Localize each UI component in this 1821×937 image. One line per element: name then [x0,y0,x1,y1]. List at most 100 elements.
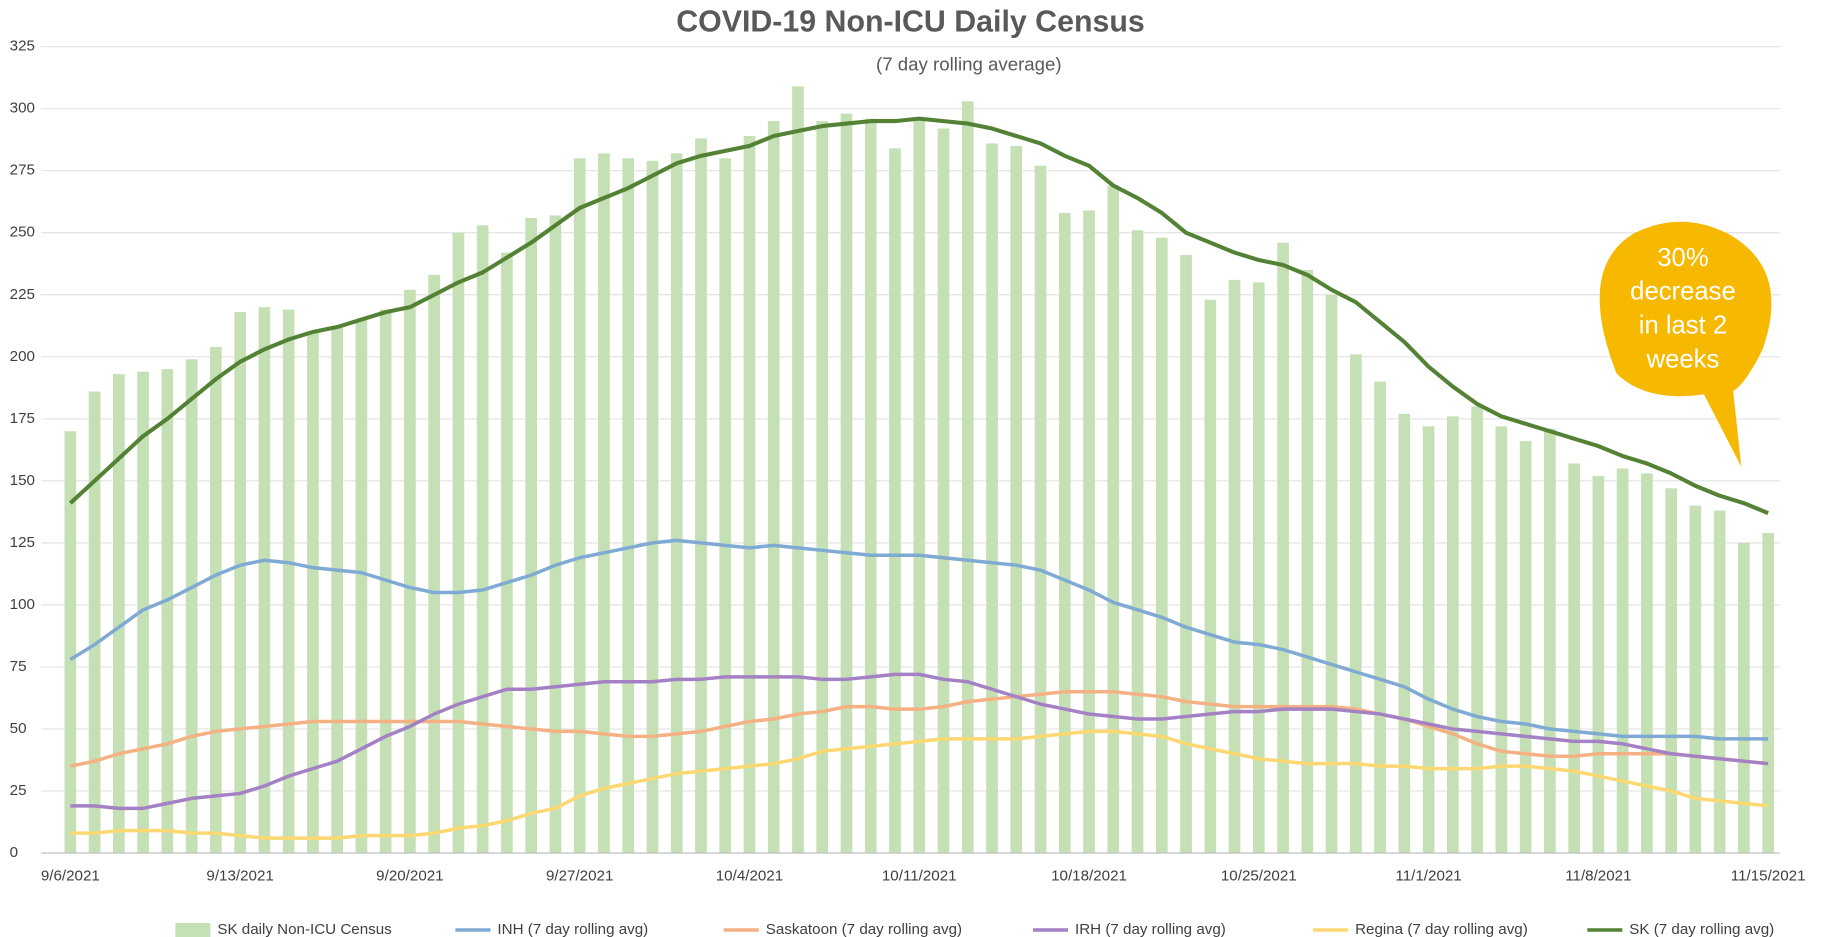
legend-label: IRH (7 day rolling avg) [1075,921,1226,937]
annotation: 30% [1657,244,1708,272]
bar [1495,426,1508,853]
bar [113,374,125,853]
x-tick-label: 11/15/2021 [1731,867,1806,884]
legend-label: SK (7 day rolling avg) [1629,921,1774,937]
bar [64,431,77,853]
x-tick-label: 9/27/2021 [546,867,613,884]
y-tick-label: 225 [10,286,35,303]
lines [68,116,1769,840]
annotation: weeks [1646,345,1720,373]
bar [404,289,416,853]
annotation: decrease [1630,278,1736,306]
bar [210,346,222,853]
legend-label: Regina (7 day rolling avg) [1355,921,1528,937]
bar [646,160,659,853]
bar [1228,279,1241,853]
bar [1107,185,1120,853]
axes: 0 25 50 75 100 125 150 175 200 225 250 275 300 325 9/6… [10,38,1806,885]
bar [1083,210,1095,853]
bar [1349,354,1362,853]
bar [137,371,149,853]
bar [1447,416,1459,853]
bar [573,158,586,853]
y-tick-label: 100 [10,596,35,613]
bar [816,121,829,853]
bar [792,86,804,853]
bar [889,148,901,853]
line-series [70,672,1769,811]
bar [1568,463,1580,853]
x-tick-label: 10/11/2021 [882,867,957,884]
x-tick-label: 10/4/2021 [716,867,783,884]
x-tick-label: 10/18/2021 [1051,867,1127,884]
x-tick-label: 9/13/2021 [206,867,273,884]
y-tick-label: 150 [10,472,35,489]
bar [1325,294,1338,853]
bar [1277,242,1289,853]
bar [355,319,368,853]
legend-label: SK daily Non-ICU Census [217,921,392,937]
bar [695,138,707,853]
bar [986,143,998,853]
x-tick-label: 10/25/2021 [1221,867,1297,884]
bar [864,118,877,853]
legend-label: Saskatoon (7 day rolling avg) [766,921,962,937]
bar [1131,230,1144,853]
bar [1689,505,1702,853]
line-series [69,538,1769,741]
bar [525,217,538,853]
bar [1204,299,1217,853]
chart-title: COVID-19 Non-ICU Daily Census [676,5,1145,38]
bar [1301,269,1314,853]
x-tick-label: 11/1/2021 [1395,867,1461,884]
bar [1592,475,1605,853]
y-tick-label: 300 [10,100,35,117]
bar [743,135,756,853]
x-tick-label: 11/8/2021 [1565,867,1631,884]
bar [258,307,271,853]
bar [161,369,174,853]
y-tick-label: 50 [10,720,27,737]
bar [1034,165,1047,853]
legend: SK daily Non-ICU Census INH (7 day rollin… [175,921,1774,937]
bar [452,232,465,853]
annotation: in last 2 [1639,312,1727,340]
line-series [69,689,1769,768]
bar [88,391,101,853]
bar [1616,468,1629,853]
bar [622,158,635,853]
y-tick-label: 125 [10,534,35,551]
chart-subtitle: (7 day rolling average) [876,53,1062,74]
bar [1665,488,1677,853]
bar [1762,532,1774,853]
x-tick-label: 9/20/2021 [376,867,443,884]
bar [1058,212,1071,853]
bar [501,252,513,853]
bar [670,153,683,853]
bar [1471,406,1483,853]
y-tick-label: 25 [10,782,27,799]
bar [937,128,950,853]
y-tick-label: 75 [10,658,27,675]
bar [1422,426,1435,853]
bar [719,158,732,853]
callout: 30% decrease in last 2 weeks [1599,221,1772,467]
bar [1713,510,1726,853]
legend-label: INH (7 day rolling avg) [497,921,648,937]
bar [1252,282,1265,853]
y-tick-label: 200 [10,348,35,365]
bar [307,331,319,853]
grid [41,46,1780,792]
y-tick-label: 250 [10,224,35,241]
y-tick-label: 325 [10,38,35,55]
legend-swatch [175,922,211,937]
bars [64,86,1774,853]
bar [1374,381,1386,853]
bar [234,312,246,853]
y-tick-label: 175 [10,410,35,427]
bar [476,225,489,853]
bar [1180,255,1192,853]
bar [767,121,780,853]
bar [1155,237,1168,853]
bar [1519,441,1532,853]
